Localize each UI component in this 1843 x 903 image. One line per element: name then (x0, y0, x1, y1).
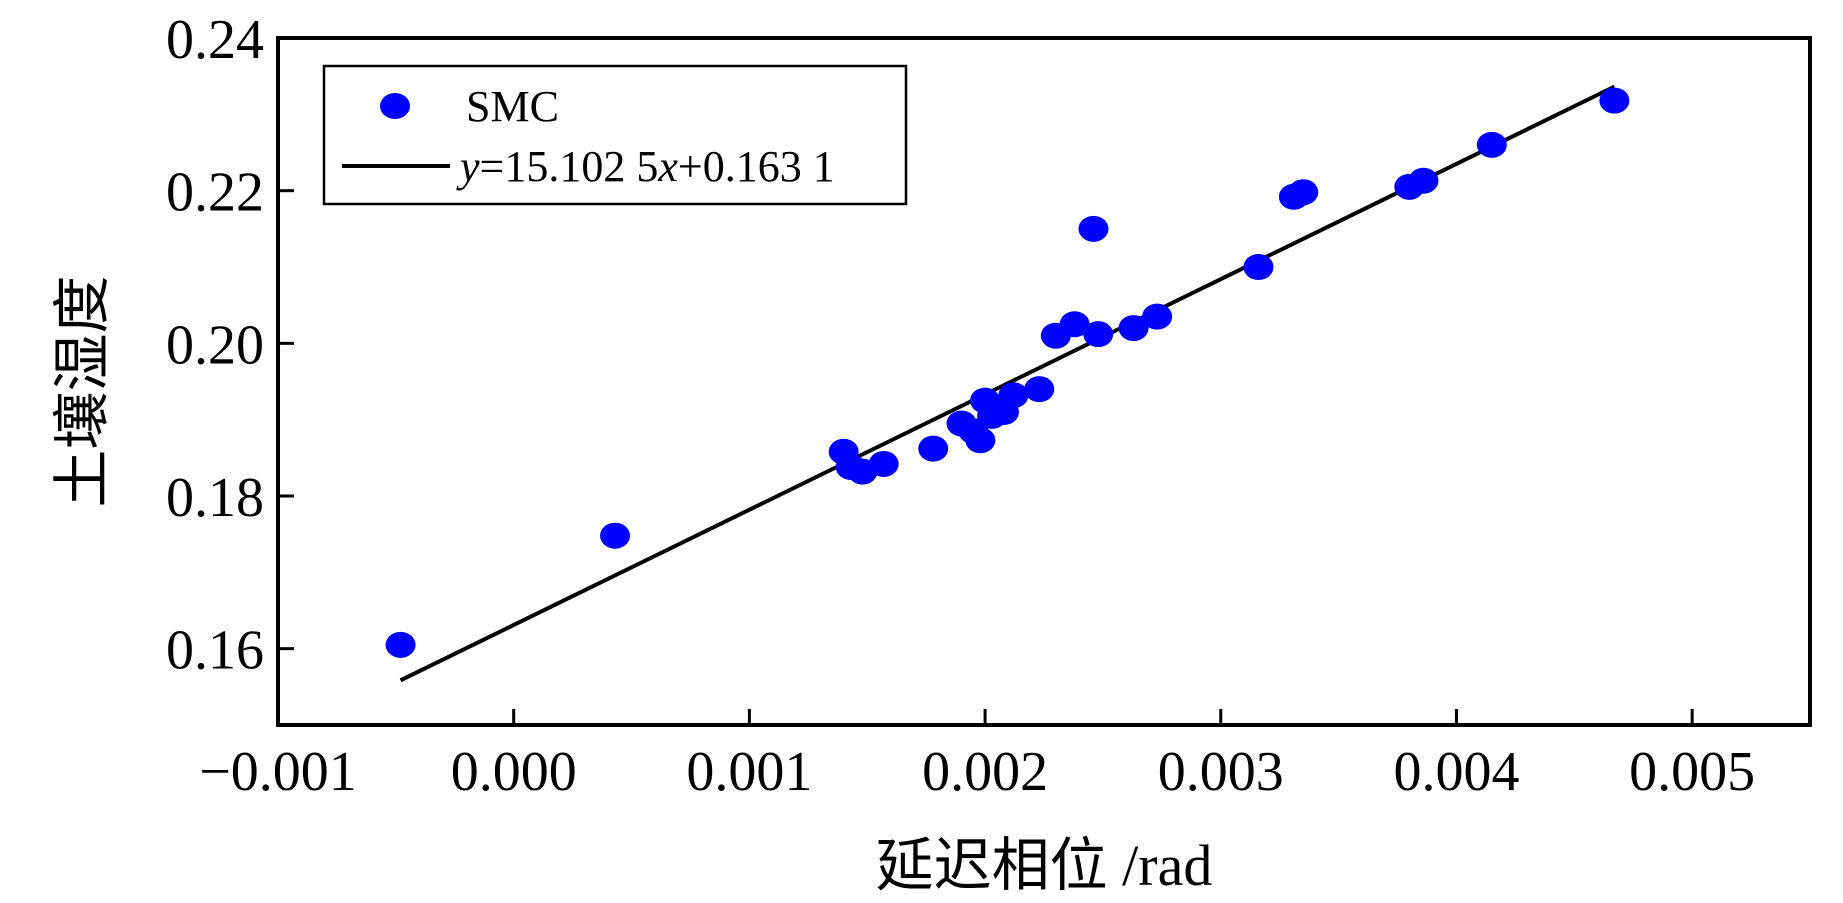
data-point (385, 631, 416, 658)
y-tick-label: 0.24 (166, 9, 264, 71)
y-tick-label: 0.16 (166, 620, 264, 682)
data-point (918, 435, 949, 462)
data-point (1408, 167, 1439, 194)
x-axis-title: 延迟相位 /rad (876, 833, 1213, 898)
data-point (1476, 131, 1507, 158)
legend-label: y=15.102 5x+0.163 1 (456, 142, 835, 191)
y-tick-label: 0.20 (166, 314, 264, 376)
ticks-layer: −0.001 0.000 0.001 0.002 0.003 0.004 0.005 0.16… (166, 9, 1755, 803)
legend-box (322, 64, 908, 206)
data-point (1118, 315, 1149, 342)
plot-area-frame (276, 36, 1812, 727)
data-point (1599, 87, 1630, 114)
y-axis-title: 土壤湿度 (50, 275, 115, 507)
data-point (1078, 215, 1109, 242)
y-tick-label: 0.22 (166, 162, 264, 224)
x-tick-label: 0.002 (922, 741, 1048, 803)
data-point (600, 522, 631, 549)
legend-label-part: +0.163 1 (678, 142, 835, 191)
y-tick-label: 0.18 (166, 467, 264, 529)
data-point (1083, 321, 1114, 348)
x-tick-label: 0.004 (1393, 741, 1519, 803)
points-layer (385, 87, 1630, 658)
data-point (965, 427, 996, 454)
data-point (868, 450, 899, 477)
legend-label-part: SMC (466, 82, 559, 131)
legend-label-part: x (657, 142, 678, 191)
x-tick-label: 0.001 (686, 741, 812, 803)
data-point (1243, 254, 1274, 280)
legend-label: SMC (466, 82, 559, 131)
legend-label-part: y (456, 142, 480, 191)
x-tick-label: 0.003 (1158, 741, 1284, 803)
legend: SMC y=15.102 5x+0.163 1 (322, 64, 908, 206)
x-tick-label: 0.005 (1629, 741, 1755, 803)
x-tick-label: 0.000 (451, 741, 577, 803)
data-point (998, 382, 1029, 409)
legend-marker-smc (380, 93, 410, 119)
data-point (1288, 179, 1319, 206)
data-point (1024, 376, 1055, 403)
x-tick-label: −0.001 (199, 741, 357, 803)
data-point (1142, 303, 1173, 330)
data-point (1059, 311, 1090, 338)
legend-label-part: =15.102 5 (480, 142, 659, 191)
